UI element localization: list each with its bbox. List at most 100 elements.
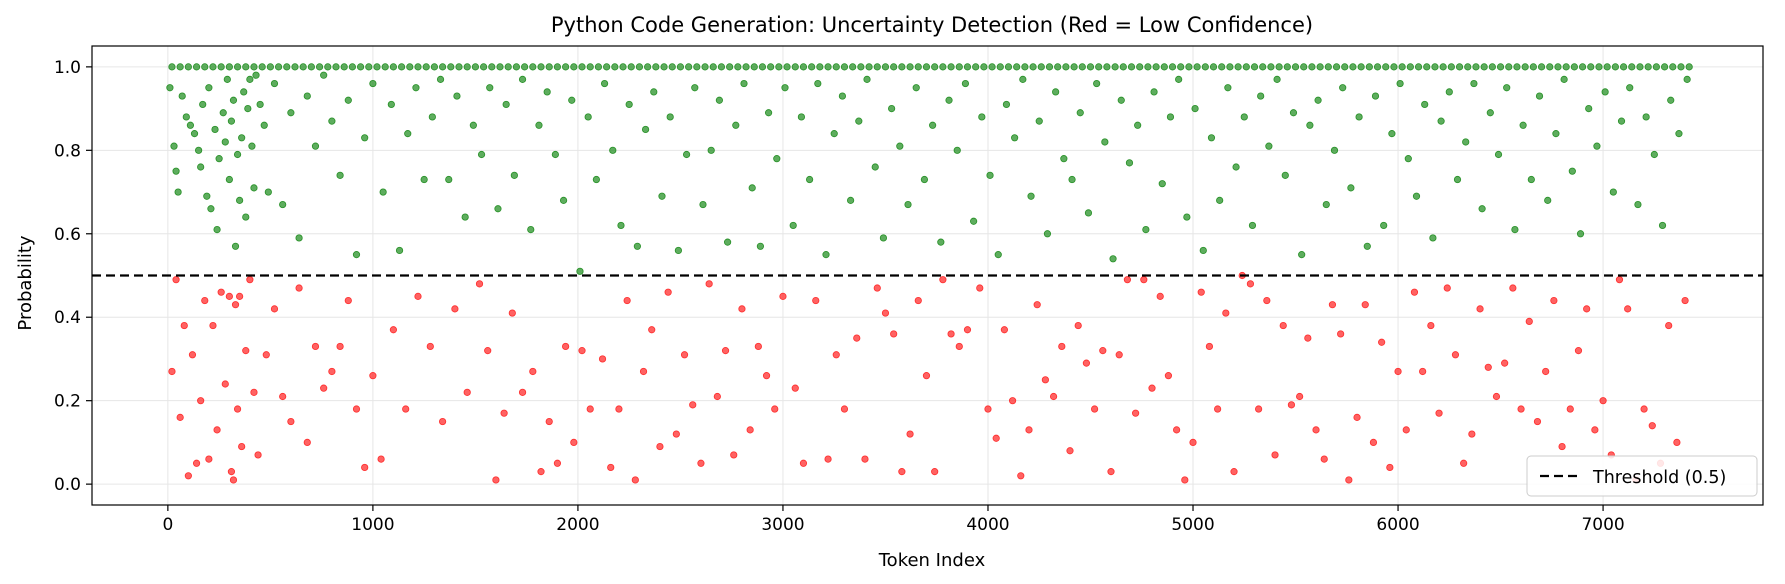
high-confidence-point — [428, 113, 436, 121]
high-confidence-point — [510, 171, 518, 179]
low-confidence-point — [562, 342, 570, 351]
low-confidence-point — [705, 280, 713, 288]
high-confidence-point — [740, 79, 748, 88]
high-confidence-point — [1111, 63, 1119, 71]
low-confidence-point — [1451, 351, 1460, 359]
high-confidence-point — [365, 63, 373, 71]
low-confidence-point — [992, 434, 1000, 442]
low-confidence-point — [898, 468, 906, 476]
high-confidence-point — [709, 63, 717, 71]
high-confidence-point — [1004, 63, 1013, 71]
high-confidence-point — [352, 251, 361, 259]
low-confidence-point — [881, 309, 890, 317]
low-confidence-point — [1041, 376, 1049, 384]
high-confidence-point — [822, 251, 830, 259]
low-confidence-point — [664, 288, 672, 296]
low-confidence-point — [225, 292, 233, 300]
high-confidence-point — [1060, 155, 1068, 163]
low-confidence-point — [1353, 413, 1361, 421]
high-confidence-point — [453, 92, 461, 100]
high-confidence-point — [172, 167, 180, 175]
low-confidence-point — [1328, 301, 1337, 309]
low-confidence-point — [947, 330, 955, 338]
low-confidence-point — [246, 276, 254, 284]
high-confidence-point — [260, 121, 268, 129]
high-confidence-point — [332, 63, 340, 71]
high-confidence-point — [1035, 117, 1043, 125]
low-confidence-point — [771, 405, 779, 413]
high-confidence-point — [1002, 100, 1011, 109]
high-confidence-point — [535, 121, 543, 129]
low-confidence-point — [861, 455, 869, 463]
low-confidence-point — [1410, 288, 1419, 296]
low-confidence-point — [311, 342, 320, 351]
high-confidence-point — [1275, 63, 1283, 71]
high-confidence-point — [1291, 63, 1300, 71]
high-confidence-point — [693, 63, 701, 71]
high-confidence-point — [1470, 79, 1478, 88]
high-confidence-point — [1076, 109, 1084, 117]
high-confidence-point — [192, 63, 201, 71]
low-confidence-point — [922, 372, 931, 380]
high-confidence-point — [529, 63, 537, 71]
high-confidence-point — [1667, 96, 1675, 104]
low-confidence-point — [1140, 276, 1148, 284]
high-confidence-point — [1267, 63, 1275, 71]
legend-threshold-label: Threshold (0.5) — [1592, 468, 1726, 488]
high-confidence-point — [1685, 63, 1693, 71]
high-confidence-point — [469, 121, 477, 129]
low-confidence-point — [1615, 276, 1624, 284]
high-confidence-point — [1134, 121, 1142, 129]
high-confidence-point — [1363, 242, 1371, 250]
high-confidence-point — [1330, 146, 1339, 154]
high-confidence-point — [1029, 63, 1037, 71]
high-confidence-point — [1152, 63, 1160, 71]
low-confidence-point — [1271, 451, 1279, 459]
low-confidence-point — [1501, 359, 1509, 367]
high-confidence-point — [233, 63, 242, 71]
high-confidence-point — [340, 63, 348, 71]
high-confidence-point — [1677, 63, 1685, 71]
high-confidence-point — [1652, 63, 1660, 71]
y-tick-label: 0.2 — [54, 392, 81, 412]
high-confidence-point — [1095, 63, 1103, 71]
high-confidence-point — [1560, 75, 1568, 83]
low-confidence-point — [336, 342, 344, 351]
high-confidence-point — [945, 96, 953, 104]
high-confidence-point — [625, 100, 633, 109]
high-confidence-point — [1183, 213, 1191, 221]
high-confidence-point — [1300, 63, 1308, 71]
low-confidence-point — [1049, 392, 1058, 401]
high-confidence-point — [1011, 134, 1019, 142]
high-confidence-point — [1634, 200, 1642, 209]
high-confidence-point — [699, 200, 707, 209]
high-confidence-point — [1527, 175, 1535, 184]
high-confidence-point — [1289, 109, 1298, 117]
high-confidence-point — [1314, 96, 1322, 104]
low-confidence-point — [1517, 405, 1525, 413]
high-confidence-point — [1396, 79, 1404, 88]
high-confidence-point — [1339, 84, 1347, 92]
high-confidence-point — [1216, 196, 1224, 204]
high-confidence-point — [1349, 63, 1357, 71]
low-confidence-point — [254, 451, 262, 459]
high-confidence-point — [219, 109, 227, 117]
low-confidence-point — [1091, 405, 1099, 413]
high-confidence-point — [1675, 130, 1683, 138]
high-confidence-point — [1347, 184, 1355, 192]
high-confidence-point — [494, 205, 502, 213]
high-confidence-point — [266, 63, 274, 71]
low-confidence-point — [832, 351, 840, 359]
low-confidence-point — [746, 426, 754, 434]
high-confidence-point — [324, 63, 332, 71]
low-confidence-point — [205, 455, 213, 463]
high-confidence-point — [619, 63, 627, 71]
scatter-points — [166, 63, 1693, 484]
high-confidence-point — [1117, 96, 1125, 104]
high-confidence-point — [170, 142, 178, 150]
high-confidence-point — [486, 84, 494, 92]
high-confidence-point — [1576, 230, 1585, 238]
high-confidence-point — [1562, 63, 1570, 71]
low-confidence-point — [1164, 372, 1173, 380]
high-confidence-point — [1371, 92, 1380, 100]
